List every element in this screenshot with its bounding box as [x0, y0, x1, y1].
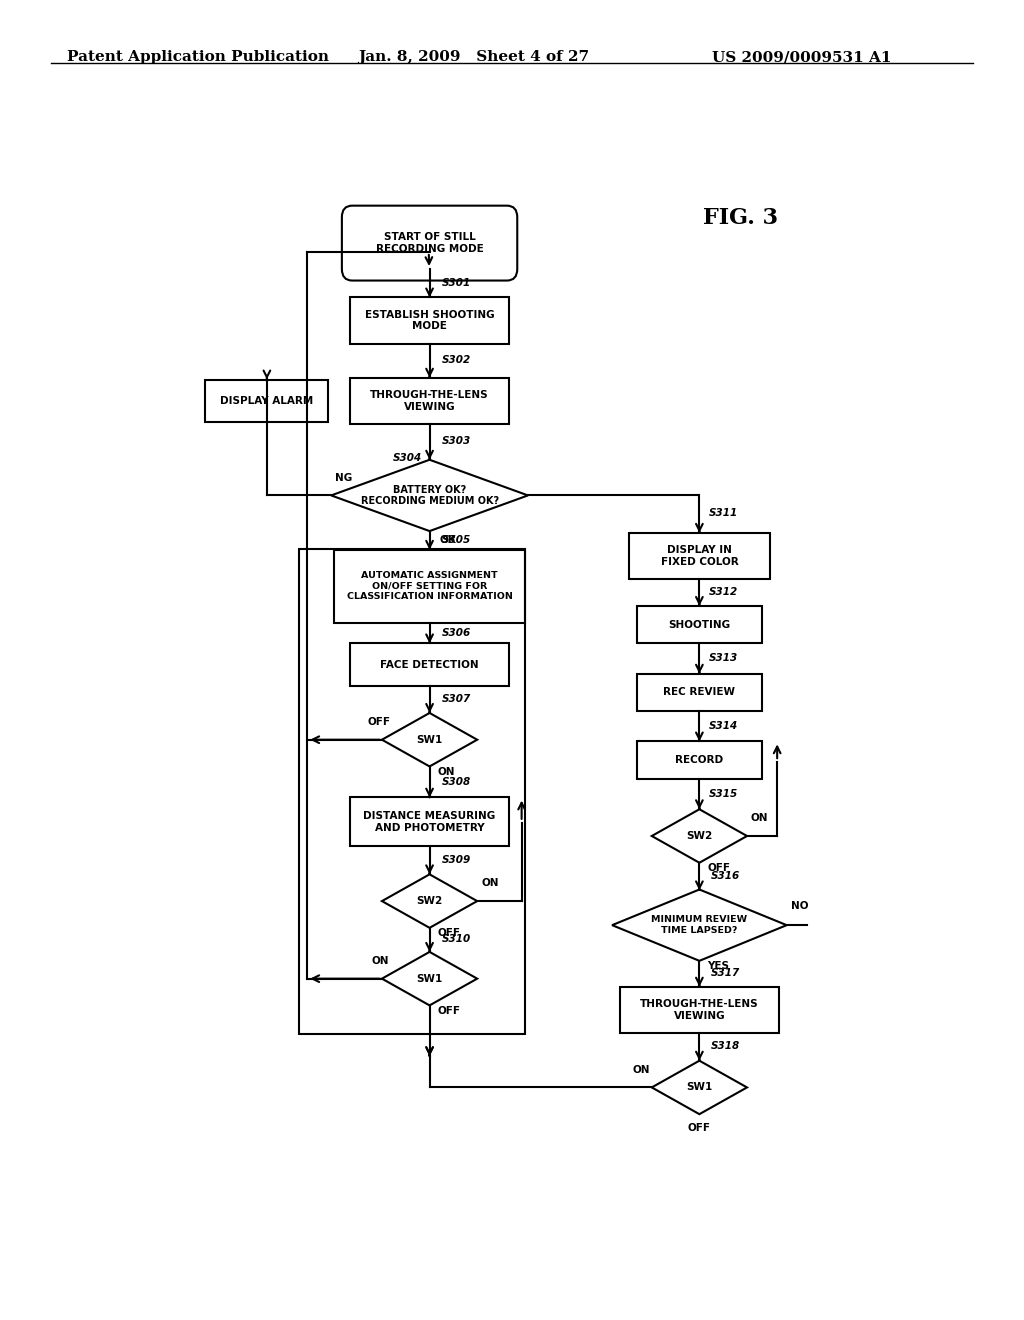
Text: AUTOMATIC ASSIGNMENT
ON/OFF SETTING FOR
CLASSIFICATION INFORMATION: AUTOMATIC ASSIGNMENT ON/OFF SETTING FOR …	[347, 572, 512, 601]
Text: S314: S314	[709, 721, 738, 731]
Text: YES: YES	[708, 961, 729, 972]
Text: NG: NG	[335, 473, 352, 483]
Text: Patent Application Publication: Patent Application Publication	[67, 50, 329, 65]
Text: Jan. 8, 2009   Sheet 4 of 27: Jan. 8, 2009 Sheet 4 of 27	[358, 50, 590, 65]
Text: SW2: SW2	[417, 896, 442, 906]
FancyBboxPatch shape	[342, 206, 517, 281]
Text: BATTERY OK?
RECORDING MEDIUM OK?: BATTERY OK? RECORDING MEDIUM OK?	[360, 484, 499, 506]
Text: DISTANCE MEASURING
AND PHOTOMETRY: DISTANCE MEASURING AND PHOTOMETRY	[364, 810, 496, 833]
Text: US 2009/0009531 A1: US 2009/0009531 A1	[712, 50, 891, 65]
Text: S308: S308	[441, 776, 471, 787]
Text: ON: ON	[437, 767, 455, 776]
Polygon shape	[651, 1061, 748, 1114]
Polygon shape	[651, 809, 748, 863]
Text: S316: S316	[712, 871, 740, 882]
Text: DISPLAY ALARM: DISPLAY ALARM	[220, 396, 313, 407]
Text: S315: S315	[709, 788, 738, 799]
Text: S313: S313	[709, 653, 738, 663]
Text: S310: S310	[441, 935, 471, 944]
Text: S305: S305	[441, 535, 471, 545]
Text: START OF STILL
RECORDING MODE: START OF STILL RECORDING MODE	[376, 232, 483, 253]
Text: S312: S312	[709, 587, 738, 597]
Text: SW1: SW1	[417, 974, 442, 983]
Text: S309: S309	[441, 855, 471, 865]
Text: ON: ON	[751, 813, 768, 824]
Text: S307: S307	[441, 694, 471, 704]
Text: REC REVIEW: REC REVIEW	[664, 688, 735, 697]
Bar	[350, 797, 509, 846]
Text: MINIMUM REVIEW
TIME LAPSED?: MINIMUM REVIEW TIME LAPSED?	[651, 916, 748, 935]
Bar	[620, 986, 778, 1034]
Text: OFF: OFF	[708, 863, 730, 873]
Text: S306: S306	[441, 628, 471, 638]
Text: SW2: SW2	[686, 832, 713, 841]
Text: ESTABLISH SHOOTING
MODE: ESTABLISH SHOOTING MODE	[365, 310, 495, 331]
Polygon shape	[382, 713, 477, 767]
Bar	[637, 606, 762, 643]
Text: THROUGH-THE-LENS
VIEWING: THROUGH-THE-LENS VIEWING	[371, 391, 488, 412]
Text: OFF: OFF	[368, 717, 391, 727]
Text: S304: S304	[392, 453, 422, 463]
Text: FIG. 3: FIG. 3	[703, 207, 778, 230]
Bar	[350, 297, 509, 343]
Polygon shape	[382, 952, 477, 1006]
Text: OK: OK	[439, 535, 456, 545]
Text: ON: ON	[481, 878, 499, 888]
Bar	[629, 533, 770, 579]
Bar	[334, 550, 524, 623]
Text: DISPLAY IN
FIXED COLOR: DISPLAY IN FIXED COLOR	[660, 545, 738, 566]
Text: RECORD: RECORD	[676, 755, 723, 766]
Text: S301: S301	[441, 277, 471, 288]
Text: ON: ON	[372, 956, 389, 966]
Bar	[350, 378, 509, 424]
Text: THROUGH-THE-LENS
VIEWING: THROUGH-THE-LENS VIEWING	[640, 999, 759, 1020]
Bar	[350, 643, 509, 686]
Text: FACE DETECTION: FACE DETECTION	[380, 660, 479, 669]
Text: OFF: OFF	[437, 928, 461, 939]
Text: S318: S318	[712, 1041, 740, 1052]
Text: S303: S303	[441, 437, 471, 446]
Text: NO: NO	[791, 900, 808, 911]
Text: ON: ON	[633, 1065, 650, 1074]
Text: SW1: SW1	[417, 735, 442, 744]
Bar	[637, 673, 762, 711]
Text: OFF: OFF	[437, 1006, 461, 1016]
Polygon shape	[331, 459, 528, 531]
Text: SW1: SW1	[686, 1082, 713, 1093]
Bar	[206, 380, 329, 422]
Polygon shape	[382, 874, 477, 928]
Text: SHOOTING: SHOOTING	[669, 619, 730, 630]
Bar	[637, 742, 762, 779]
Text: S302: S302	[441, 355, 471, 366]
Text: S311: S311	[709, 508, 738, 519]
Text: OFF: OFF	[688, 1122, 711, 1133]
Bar	[299, 549, 525, 1034]
Polygon shape	[612, 890, 786, 961]
Text: S317: S317	[712, 969, 740, 978]
